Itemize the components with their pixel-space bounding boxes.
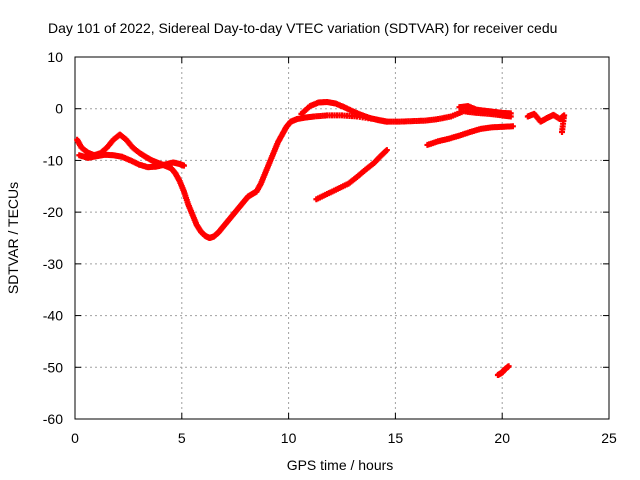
plot-frame: [74, 56, 610, 420]
y-tick-label: 10: [47, 49, 63, 65]
data-point: [559, 128, 566, 135]
data-point: [505, 363, 512, 370]
data-point: [509, 123, 516, 130]
series-recovery-track: [313, 147, 390, 203]
chart-title: Day 101 of 2022, Sidereal Day-to-day VTE…: [48, 20, 557, 36]
series-end-cluster: [524, 110, 568, 135]
data-point: [180, 162, 187, 169]
x-axis-label: GPS time / hours: [287, 457, 394, 473]
y-tick-label: -10: [43, 152, 63, 168]
series-outlier-track: [494, 363, 512, 379]
grid-lines: [75, 57, 609, 419]
y-tick-label: -60: [43, 411, 63, 427]
tick-labels: 0 5 10 15 20 25 10 0 -10 -20 -30 -40 -50 -60: [43, 49, 617, 446]
series-main-dip-track: [74, 108, 514, 241]
x-tick-label: 15: [388, 430, 404, 446]
x-tick-label: 5: [178, 430, 186, 446]
data-series: [74, 98, 568, 379]
y-axis-label: SDTVAR / TECUs: [5, 182, 21, 294]
y-tick-label: -30: [43, 256, 63, 272]
data-point: [383, 147, 390, 154]
series-upper-arc-track: [298, 98, 390, 125]
x-tick-label: 10: [281, 430, 297, 446]
data-point: [383, 118, 390, 125]
x-tick-label: 25: [601, 430, 617, 446]
y-tick-label: -40: [43, 308, 63, 324]
series-late-lower-track: [424, 123, 516, 148]
x-tick-label: 0: [71, 430, 79, 446]
y-tick-label: 0: [55, 101, 63, 117]
axis-ticks: [74, 56, 610, 420]
y-tick-label: -50: [43, 359, 63, 375]
series-secondary-track: [76, 151, 187, 171]
data-point: [507, 110, 514, 117]
series-late-upper-track: [456, 103, 514, 117]
x-tick-label: 20: [494, 430, 510, 446]
y-tick-label: -20: [43, 204, 63, 220]
